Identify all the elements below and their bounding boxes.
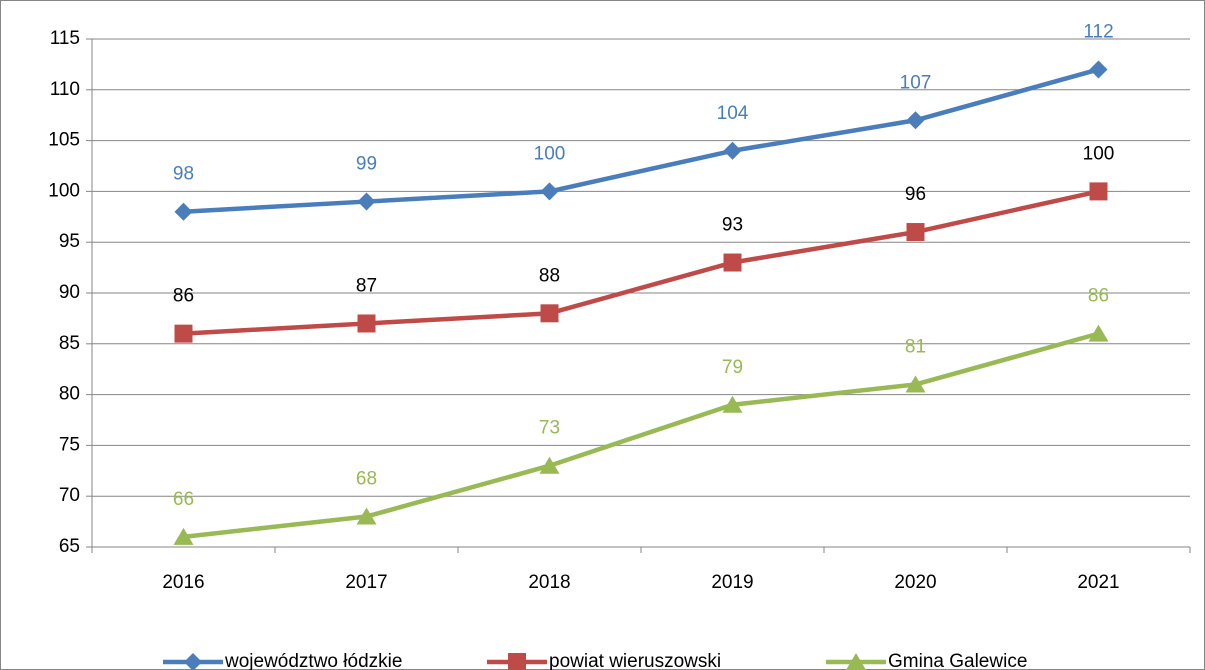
series-line xyxy=(183,189,1099,336)
data-point xyxy=(723,141,742,160)
data-label: 86 xyxy=(173,286,194,307)
y-tick-label: 105 xyxy=(48,130,80,151)
y-tick-label: 70 xyxy=(59,485,80,506)
data-label: 87 xyxy=(356,275,377,296)
data-point xyxy=(540,304,559,323)
data-point xyxy=(906,223,925,242)
data-label: 93 xyxy=(722,215,743,236)
data-point xyxy=(1088,324,1109,342)
legend-marker xyxy=(184,653,202,670)
data-label: 81 xyxy=(905,336,926,357)
series-line xyxy=(183,331,1100,540)
data-point xyxy=(906,111,925,130)
y-tick-label: 80 xyxy=(59,384,80,405)
data-label: 66 xyxy=(173,489,194,510)
data-label: 88 xyxy=(539,265,560,286)
y-tick-label: 85 xyxy=(59,333,80,354)
x-tick-label: 2016 xyxy=(162,572,204,593)
data-point xyxy=(174,324,193,343)
legend-marker xyxy=(508,653,526,670)
y-tick-label: 95 xyxy=(59,231,80,252)
data-point xyxy=(357,192,376,211)
data-label: 68 xyxy=(356,469,377,490)
x-tick-label: 2021 xyxy=(1077,572,1119,593)
data-point xyxy=(722,395,743,413)
x-tick-label: 2019 xyxy=(711,572,753,593)
data-point xyxy=(723,253,742,272)
data-point xyxy=(174,202,193,221)
y-tick-label: 75 xyxy=(59,434,80,455)
data-label: 107 xyxy=(900,72,932,93)
data-point xyxy=(356,507,377,525)
data-label: 112 xyxy=(1083,21,1113,42)
x-tick-label: 2018 xyxy=(528,572,570,593)
data-label: 79 xyxy=(722,357,743,378)
y-tick-label: 90 xyxy=(59,282,80,303)
data-point xyxy=(357,314,376,333)
data-point xyxy=(173,527,194,545)
y-tick-label: 100 xyxy=(48,180,80,201)
data-label: 99 xyxy=(356,154,377,175)
data-label: 96 xyxy=(905,184,926,205)
data-label: 86 xyxy=(1088,286,1109,307)
data-point xyxy=(905,375,926,393)
data-point xyxy=(1089,182,1108,201)
data-point xyxy=(1089,60,1108,79)
legend-label: Gmina Galewice xyxy=(888,651,1027,670)
legend-marker xyxy=(846,653,866,670)
data-point xyxy=(539,456,560,474)
data-label: 73 xyxy=(539,418,560,439)
y-tick-label: 115 xyxy=(50,28,80,49)
legend-label: województwo łódzkie xyxy=(224,651,402,670)
data-point xyxy=(540,182,559,201)
data-label: 100 xyxy=(534,143,566,164)
y-tick-label: 65 xyxy=(59,536,80,557)
legend-label: powiat wieruszowski xyxy=(549,651,721,670)
data-label: 104 xyxy=(717,103,749,124)
series-line xyxy=(183,67,1100,214)
y-tick-label: 110 xyxy=(50,79,80,100)
x-tick-label: 2020 xyxy=(894,572,936,593)
x-tick-label: 2017 xyxy=(345,572,387,593)
data-label: 100 xyxy=(1083,143,1115,164)
data-label: 98 xyxy=(173,164,194,185)
